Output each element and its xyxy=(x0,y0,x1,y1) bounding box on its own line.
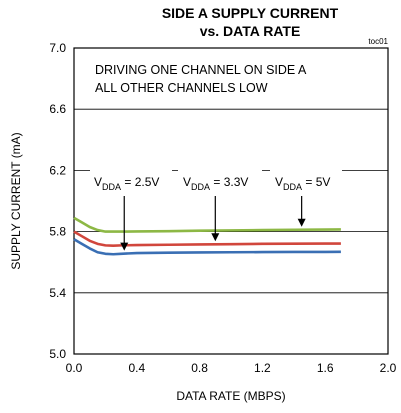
tick-labels: 0.0 0.4 0.8 1.2 1.6 2.0 5.0 5.4 5.8 6.2 6.6 7.0 xyxy=(49,41,396,375)
series-line-0 xyxy=(73,238,341,256)
label-arrows xyxy=(120,196,306,251)
label-arrow-2 xyxy=(297,196,306,227)
series-label-2.5V-bg xyxy=(90,168,172,196)
x-tick-label: 0.0 xyxy=(66,361,83,375)
annotation-line-2: ALL OTHER CHANNELS LOW xyxy=(95,81,268,95)
series-label-5V-sub: DDA xyxy=(283,182,302,192)
x-tick-label: 1.2 xyxy=(254,361,271,375)
series-label-5V-value: = 5V xyxy=(302,175,330,189)
chart-title-line2: vs. DATA RATE xyxy=(200,23,301,39)
series-label-3.3V: VDDA = 3.3V xyxy=(178,168,262,196)
series-label-3.3V-text: VDDA = 3.3V xyxy=(183,175,248,192)
y-axis-label: SUPPLY CURRENT (mA) xyxy=(9,132,23,269)
y-tick-label: 6.6 xyxy=(49,102,66,116)
label-arrow-head-2 xyxy=(297,218,306,227)
label-arrow-1 xyxy=(211,196,220,242)
y-tick-label: 7.0 xyxy=(49,41,66,55)
series-label-5V: VDDA = 5V xyxy=(270,168,342,196)
chart-title-line1: SIDE A SUPPLY CURRENT xyxy=(162,5,339,21)
series-label-2.5V-main: V xyxy=(94,175,102,189)
label-arrow-0 xyxy=(120,196,129,251)
series-label-2.5V: VDDA = 2.5V xyxy=(90,168,172,196)
x-tick-label: 1.6 xyxy=(317,361,334,375)
series-label-5V-main: V xyxy=(275,175,283,189)
x-tick-label: 0.4 xyxy=(128,361,145,375)
figure-code: toc01 xyxy=(368,37,388,46)
label-arrow-head-0 xyxy=(120,242,129,251)
series-label-2.5V-text: VDDA = 2.5V xyxy=(94,175,159,192)
y-tick-label: 5.4 xyxy=(49,286,66,300)
series-label-5V-text: VDDA = 5V xyxy=(275,175,330,192)
annotation-line-1: DRIVING ONE CHANNEL ON SIDE A xyxy=(95,63,307,77)
y-tick-label: 5.0 xyxy=(49,347,66,361)
series-label-2.5V-sub: DDA xyxy=(102,182,121,192)
series-line-2 xyxy=(73,216,341,233)
y-tick-label: 5.8 xyxy=(49,225,66,239)
x-tick-label: 2.0 xyxy=(380,361,397,375)
y-tick-label: 6.2 xyxy=(49,163,66,177)
series-label-3.3V-sub: DDA xyxy=(191,182,210,192)
label-arrow-head-1 xyxy=(211,233,220,242)
plot-frame xyxy=(73,47,389,355)
series-lines xyxy=(73,216,341,256)
x-tick-label: 0.8 xyxy=(191,361,208,375)
series-label-3.3V-bg xyxy=(178,168,262,196)
series-label-2.5V-value: = 2.5V xyxy=(121,175,159,189)
series-line-1 xyxy=(73,230,341,247)
series-label-3.3V-main: V xyxy=(183,175,191,189)
x-axis-label: DATA RATE (MBPS) xyxy=(176,389,285,403)
annotation-box xyxy=(90,58,305,102)
series-label-5V-bg xyxy=(270,168,342,196)
series-label-3.3V-value: = 3.3V xyxy=(210,175,248,189)
